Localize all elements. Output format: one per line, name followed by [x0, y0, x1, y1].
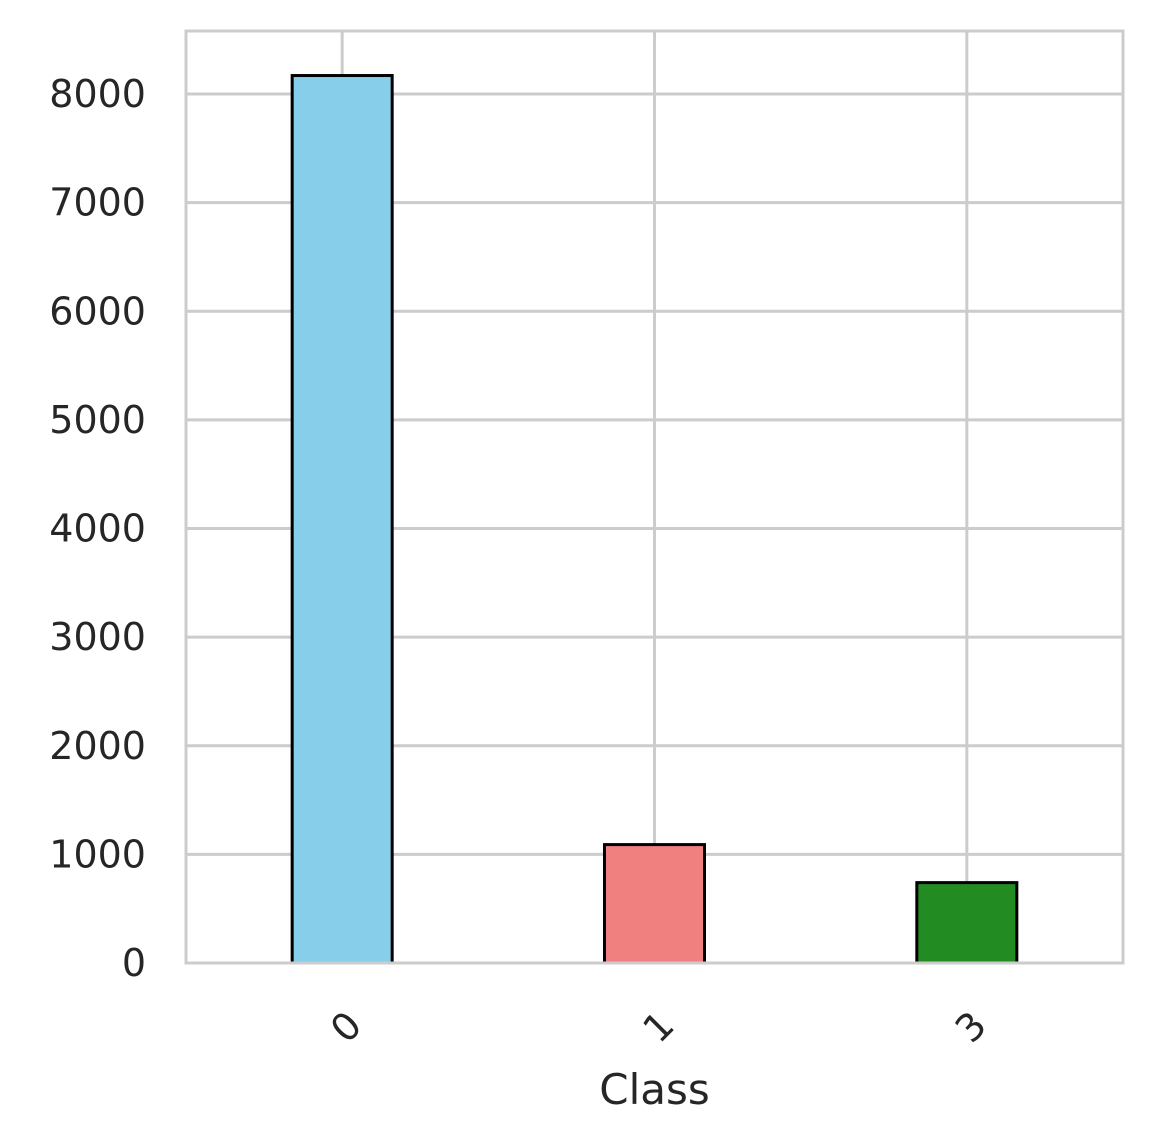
- y-tick-label: 4000: [49, 507, 146, 551]
- y-tick-label: 8000: [49, 72, 146, 116]
- bars: [290, 74, 1019, 965]
- y-tick-label: 5000: [49, 398, 146, 442]
- x-axis-title: Class: [599, 1065, 710, 1114]
- y-tick-labels: 0 1000 2000 3000 4000 5000 6000 7000 8000: [49, 72, 146, 985]
- y-tick-label: 2000: [49, 724, 146, 768]
- bar-3: [915, 881, 1019, 965]
- x-tick-label: 0: [322, 1003, 370, 1051]
- y-tick-label: 3000: [49, 615, 146, 659]
- plot-frame: [184, 29, 1125, 965]
- bar-0: [290, 74, 394, 965]
- bar-1: [603, 843, 706, 965]
- x-tick-labels: 0 1 3: [322, 1003, 995, 1051]
- x-tick-label: 1: [634, 1003, 682, 1051]
- y-tick-label: 0: [122, 941, 146, 985]
- x-tick-label: 3: [947, 1003, 995, 1051]
- y-tick-label: 1000: [49, 832, 146, 876]
- y-tick-label: 6000: [49, 289, 146, 333]
- y-tick-label: 7000: [49, 181, 146, 225]
